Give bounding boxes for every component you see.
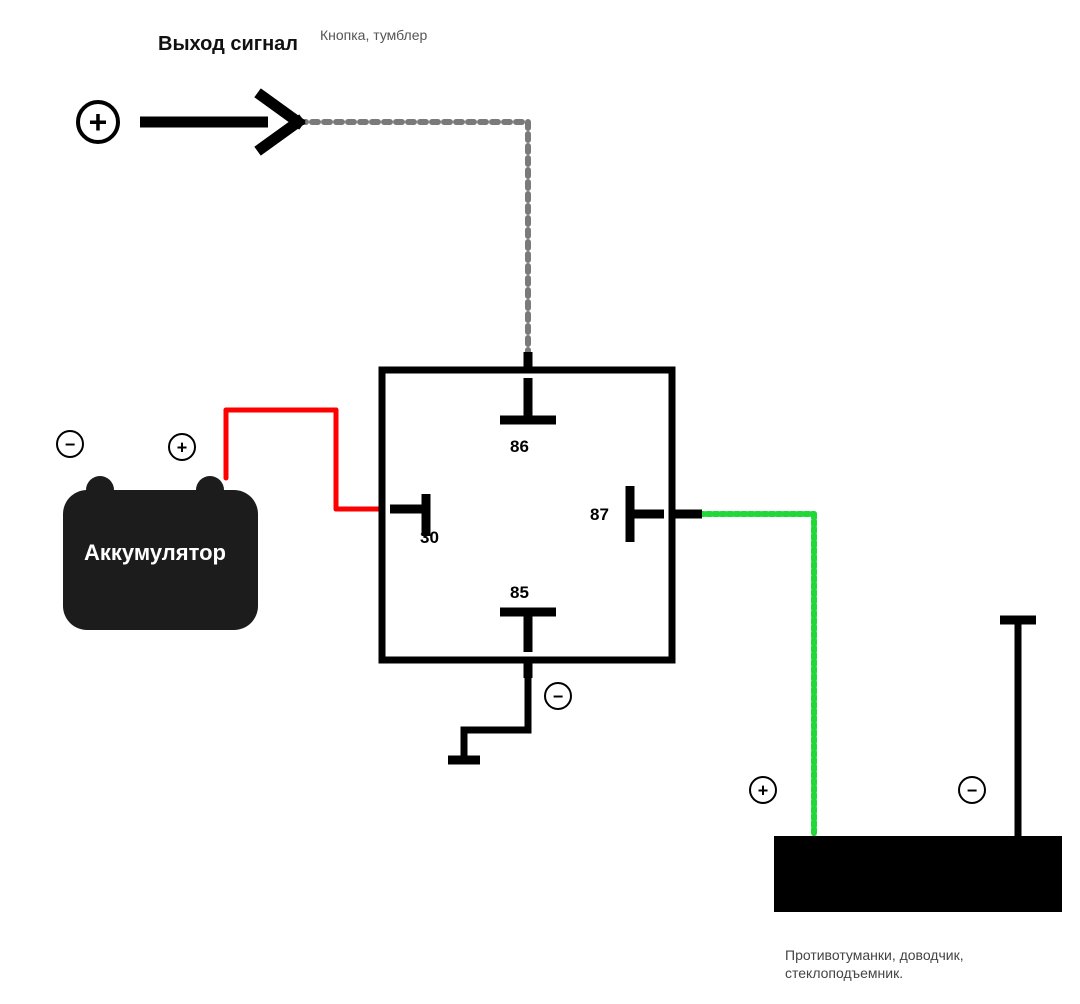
polarity-top_plus: +: [78, 102, 118, 142]
polarity-load_minus: −: [959, 777, 985, 803]
relay-pin-87: 87: [590, 505, 609, 524]
battery-label: Аккумулятор: [84, 540, 226, 565]
polarity-batt_minus: −: [57, 431, 83, 457]
switch-label: Кнопка, тумблер: [320, 27, 427, 43]
relay-pin-85: 85: [510, 583, 529, 602]
load-caption-2: стеклоподъемник.: [785, 965, 903, 981]
svg-text:−: −: [65, 434, 76, 454]
svg-text:+: +: [89, 104, 108, 140]
relay-pin-86: 86: [510, 437, 529, 456]
polarity-load_plus: +: [750, 777, 776, 803]
svg-text:+: +: [758, 780, 769, 800]
svg-text:−: −: [967, 780, 978, 800]
load-caption-1: Противотуманки, доводчик,: [785, 947, 964, 963]
svg-text:−: −: [553, 686, 564, 706]
relay-pin-30: 30: [420, 528, 439, 547]
polarity-relay85_minus: −: [545, 683, 571, 709]
load-icon: [774, 836, 1062, 912]
polarity-batt_plus: +: [169, 434, 195, 460]
signal-out-label: Выход сигнал: [158, 33, 298, 55]
svg-text:+: +: [177, 437, 188, 457]
